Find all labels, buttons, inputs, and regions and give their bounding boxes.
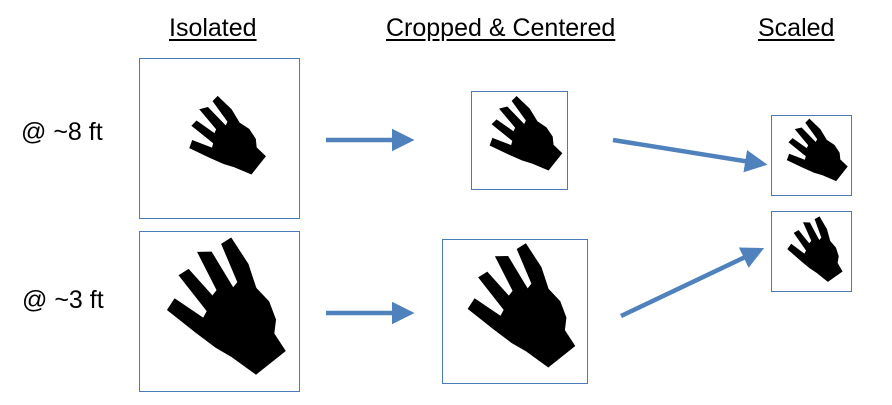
row-label-far: @ ~8 ft: [21, 118, 103, 146]
cropped-near-frame: [442, 239, 588, 384]
column-heading-cropped-centered: Cropped & Centered: [386, 14, 616, 42]
column-heading-scaled: Scaled: [758, 14, 835, 42]
arrow-cropped-to-scaled-near: [620, 247, 765, 319]
scaled-far-frame: [771, 115, 852, 196]
isolated-far-frame: [139, 58, 300, 219]
arrow-cropped-to-scaled-far: [612, 137, 768, 173]
row-label-near: @ ~3 ft: [22, 286, 104, 314]
cropped-far-frame: [471, 91, 568, 190]
column-heading-isolated: Isolated: [169, 14, 257, 42]
isolated-near-frame: [139, 231, 300, 392]
scaled-near-frame: [771, 211, 852, 292]
